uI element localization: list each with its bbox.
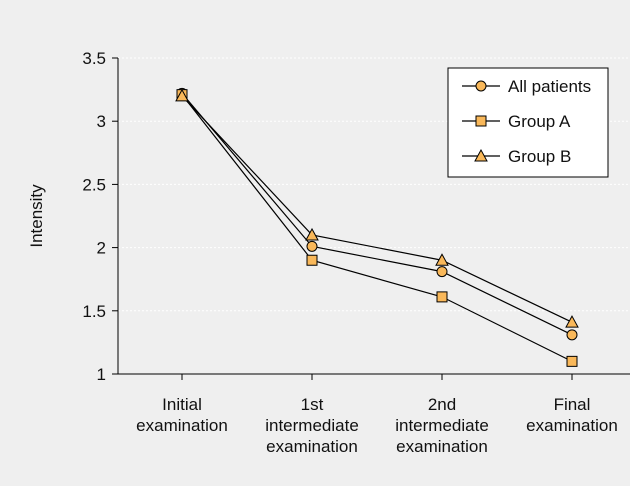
y-tick-label: 1.5 bbox=[82, 302, 106, 321]
data-point-square bbox=[436, 291, 448, 303]
legend-marker-triangle bbox=[474, 148, 488, 162]
y-tick-label: 3.5 bbox=[82, 49, 106, 68]
legend-label: Group B bbox=[508, 147, 571, 166]
axes bbox=[117, 58, 630, 375]
x-category-label: 1st intermediate examination bbox=[265, 395, 359, 456]
series-group bbox=[175, 87, 579, 367]
legend: All patients Group A Group B bbox=[447, 67, 609, 178]
data-point-triangle bbox=[175, 88, 189, 102]
y-tick-label: 2.5 bbox=[82, 175, 106, 194]
legend-marker-circle bbox=[475, 80, 487, 92]
y-tick-label: 3 bbox=[97, 112, 106, 131]
x-category-label: 2nd intermediate examination bbox=[395, 395, 489, 456]
y-tick-label: 1 bbox=[97, 365, 106, 384]
series-line bbox=[181, 95, 573, 323]
series-line bbox=[181, 93, 573, 336]
series-line bbox=[181, 94, 573, 362]
y-tick-label: 2 bbox=[97, 239, 106, 258]
x-category-label: Initial examination bbox=[136, 395, 228, 435]
legend-label: All patients bbox=[508, 77, 591, 96]
data-point-triangle bbox=[435, 253, 449, 266]
data-point-triangle bbox=[565, 315, 579, 328]
data-point-circle bbox=[566, 329, 578, 341]
series-group-b bbox=[175, 88, 579, 328]
legend-label: Group A bbox=[508, 112, 571, 131]
x-axis-ticks: Initial examination 1st intermediate examina… bbox=[136, 374, 618, 456]
data-point-triangle bbox=[305, 227, 319, 241]
data-point-square bbox=[306, 254, 318, 266]
y-axis-ticks: 1 1.5 2 2.5 3 3.5 bbox=[82, 49, 118, 384]
y-axis-title: Intensity bbox=[27, 184, 46, 248]
legend-marker-square bbox=[475, 115, 487, 127]
data-point-square bbox=[566, 355, 578, 367]
x-category-label: Final examination bbox=[526, 395, 618, 435]
data-point-circle bbox=[436, 266, 448, 278]
data-point-circle bbox=[306, 240, 318, 252]
